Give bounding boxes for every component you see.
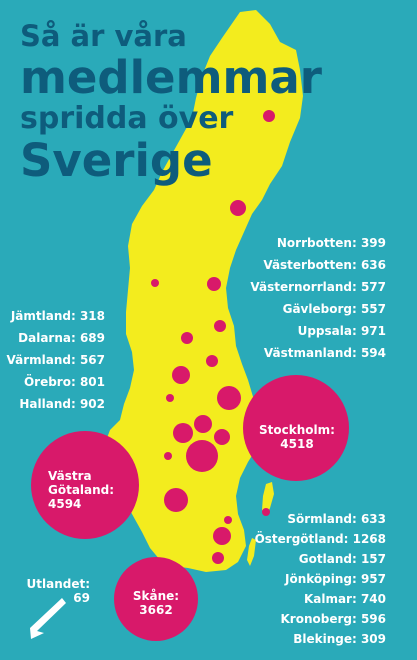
bubble-stockholm bbox=[243, 375, 349, 481]
label-vastmanland: Västmanland: 594 bbox=[263, 346, 386, 360]
dot-jonkoping bbox=[186, 440, 218, 472]
title-line-2: medlemmar bbox=[20, 51, 322, 104]
bubble-vastra-gotaland bbox=[31, 431, 139, 539]
label-kronoberg: Kronoberg: 596 bbox=[280, 612, 386, 626]
arrow-icon bbox=[30, 598, 66, 639]
dot-orebro bbox=[166, 394, 174, 402]
vastra-gotaland-count: 4594 bbox=[48, 496, 82, 511]
member-dots bbox=[151, 110, 275, 564]
label-gotland: Gotland: 157 bbox=[298, 552, 386, 566]
label-vastra-gotaland: Västra Götaland: 4594 bbox=[48, 469, 115, 511]
dot-vasternorrland bbox=[207, 277, 221, 291]
dot-sormland bbox=[194, 415, 212, 433]
label-abroad: Utlandet: 69 bbox=[27, 577, 91, 606]
dot-dalarna bbox=[181, 332, 193, 344]
label-blekinge: Blekinge: 309 bbox=[293, 632, 386, 646]
dot-vastmanland bbox=[217, 386, 241, 410]
dot-jamtland bbox=[151, 279, 159, 287]
label-ostergotland: Östergötland: 1268 bbox=[254, 532, 386, 546]
label-kalmar: Kalmar: 740 bbox=[303, 592, 386, 606]
label-skane: Skåne: 3662 bbox=[116, 589, 196, 618]
label-orebro: Örebro: 801 bbox=[23, 375, 105, 389]
skane-count: 3662 bbox=[139, 602, 173, 617]
dot-halland-north bbox=[173, 423, 193, 443]
label-jamtland: Jämtland: 318 bbox=[10, 309, 105, 323]
dot-uppsala bbox=[206, 355, 218, 367]
dot-gavleborg bbox=[214, 320, 226, 332]
dot-blekinge bbox=[212, 552, 224, 564]
label-sormland: Sörmland: 633 bbox=[287, 512, 386, 526]
dot-varmland bbox=[172, 366, 190, 384]
bubble-skane bbox=[114, 557, 198, 641]
label-vasterbotten: Västerbotten: 636 bbox=[263, 258, 386, 272]
label-uppsala: Uppsala: 971 bbox=[297, 324, 386, 338]
dot-halland bbox=[164, 452, 172, 460]
abroad-count: 69 bbox=[73, 591, 90, 606]
label-norrbotten: Norrbotten: 399 bbox=[276, 236, 386, 250]
dot-kronoberg bbox=[164, 488, 188, 512]
vastra-gotaland-name-1: Västra bbox=[48, 469, 92, 483]
label-varmland: Värmland: 567 bbox=[6, 353, 105, 367]
title-line-4: Sverige bbox=[20, 134, 213, 187]
skane-name: Skåne: bbox=[132, 589, 180, 603]
page-title: Så är våra medlemmar spridda över Sverig… bbox=[20, 19, 322, 187]
dot-east-small bbox=[224, 516, 232, 524]
label-halland: Halland: 902 bbox=[19, 397, 105, 411]
title-line-1: Så är våra bbox=[20, 19, 187, 53]
dot-kalmar bbox=[213, 527, 231, 545]
label-stockholm: Stockholm: 4518 bbox=[257, 423, 337, 452]
label-vasternorrland: Västernorrland: 577 bbox=[250, 280, 386, 294]
gotland-island bbox=[262, 482, 274, 516]
dot-ostergotland bbox=[214, 429, 230, 445]
dot-gotland bbox=[262, 508, 270, 516]
dot-norrbotten bbox=[263, 110, 275, 122]
label-gavleborg: Gävleborg: 557 bbox=[282, 302, 386, 316]
dot-vasterbotten bbox=[230, 200, 246, 216]
stockholm-name: Stockholm: bbox=[259, 423, 335, 437]
stockholm-count: 4518 bbox=[280, 436, 314, 451]
label-jonkoping: Jönköping: 957 bbox=[284, 572, 386, 586]
oland-island bbox=[247, 538, 256, 566]
title-line-3: spridda över bbox=[20, 101, 234, 136]
vastra-gotaland-name-2: Götaland: bbox=[48, 482, 115, 497]
abroad-name: Utlandet: bbox=[26, 577, 91, 591]
label-dalarna: Dalarna: 689 bbox=[18, 331, 105, 345]
